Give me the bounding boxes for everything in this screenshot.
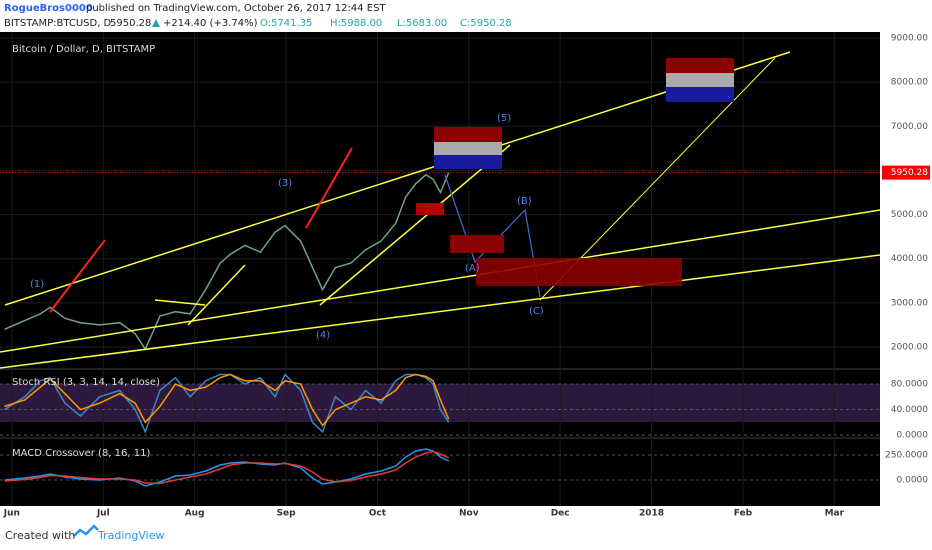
arrow: [305, 147, 353, 229]
change: +214.40 (+3.74%): [163, 18, 258, 29]
y-tick-label: 40.0000: [891, 405, 928, 415]
zone: [476, 258, 682, 286]
y-tick-label: 8000.00: [891, 78, 928, 88]
trend-line: [187, 264, 246, 326]
y-tick-label: 2000.00: [891, 342, 928, 352]
series-line: [4, 172, 450, 351]
y-tick-label: 7000.00: [891, 122, 928, 132]
symbol: BITSTAMP:BTCUSD, D: [4, 18, 112, 29]
wave-label: (B): [517, 196, 532, 207]
logo: [73, 524, 99, 537]
x-tick-label: 2018: [639, 509, 664, 519]
y-tick-label: 80.0000: [891, 380, 928, 390]
low: L:5683.00: [397, 18, 447, 29]
published: published on TradingView.com, October 26…: [86, 3, 386, 14]
x-tick-label: Jun: [3, 509, 20, 519]
x-tick-label: Aug: [185, 509, 205, 519]
wave-label: (4): [316, 330, 330, 341]
y-tick-label: 3000.00: [891, 298, 928, 308]
y-tick-label: 0.0000: [897, 476, 929, 486]
x-tick-label: Sep: [277, 509, 297, 519]
wave-label: (1): [30, 279, 44, 290]
up-arrow: [152, 19, 160, 27]
y-tick-label: 250.0000: [885, 451, 928, 461]
trend-line: [0, 254, 881, 369]
close: C:5950.28: [460, 18, 512, 29]
x-tick-label: Oct: [369, 509, 387, 519]
y-tick-label: 0.0000: [897, 431, 929, 441]
trend-line: [0, 209, 881, 353]
x-tick-label: Feb: [734, 509, 753, 519]
zone: [434, 142, 502, 155]
x-tick-label: Mar: [825, 509, 845, 519]
last-price-label: 5950.28: [891, 168, 928, 178]
y-tick-label: 4000.00: [891, 254, 928, 264]
high: H:5988.00: [330, 18, 382, 29]
x-tick-label: Nov: [459, 509, 479, 519]
pane-title: Bitcoin / Dollar, D, BITSTAMP: [12, 44, 155, 55]
x-tick-label: Jul: [96, 509, 110, 519]
zone: [450, 235, 504, 253]
y-tick-label: 5000.00: [891, 210, 928, 220]
zone: [666, 58, 734, 73]
wave-label: (3): [278, 178, 292, 189]
trend-line: [154, 299, 206, 306]
series-line: [4, 373, 450, 427]
wave-label: (A): [465, 263, 480, 274]
stoch-band: [0, 384, 880, 422]
wave-labels: (1) (3) (4) (5) (A) (B) (C): [30, 113, 544, 341]
open: O:5741.35: [260, 18, 312, 29]
drawings: [0, 51, 881, 369]
footer-text: Created with: [5, 529, 75, 542]
x-tick-label: Dec: [551, 509, 570, 519]
zone: [434, 155, 502, 169]
trend-line: [319, 144, 511, 306]
zone: [416, 203, 444, 215]
zone: [666, 73, 734, 87]
pane-title: Stoch RSI (3, 3, 14, 14, close): [12, 377, 160, 388]
last-price-box: [882, 165, 930, 180]
price: 5950.28: [110, 18, 151, 29]
zone: [666, 87, 734, 102]
y-tick-label: 9000.00: [891, 34, 928, 44]
footer-brand[interactable]: TradingView: [97, 529, 164, 542]
author[interactable]: RogueBros0000: [4, 3, 93, 14]
pane-title: MACD Crossover (8, 16, 11): [12, 448, 150, 459]
series-line: [4, 450, 450, 485]
trend-line: [4, 51, 791, 306]
wave-label: (C): [529, 306, 544, 317]
wave-label: (5): [497, 113, 511, 124]
arrow: [49, 239, 106, 313]
zone: [434, 127, 502, 142]
